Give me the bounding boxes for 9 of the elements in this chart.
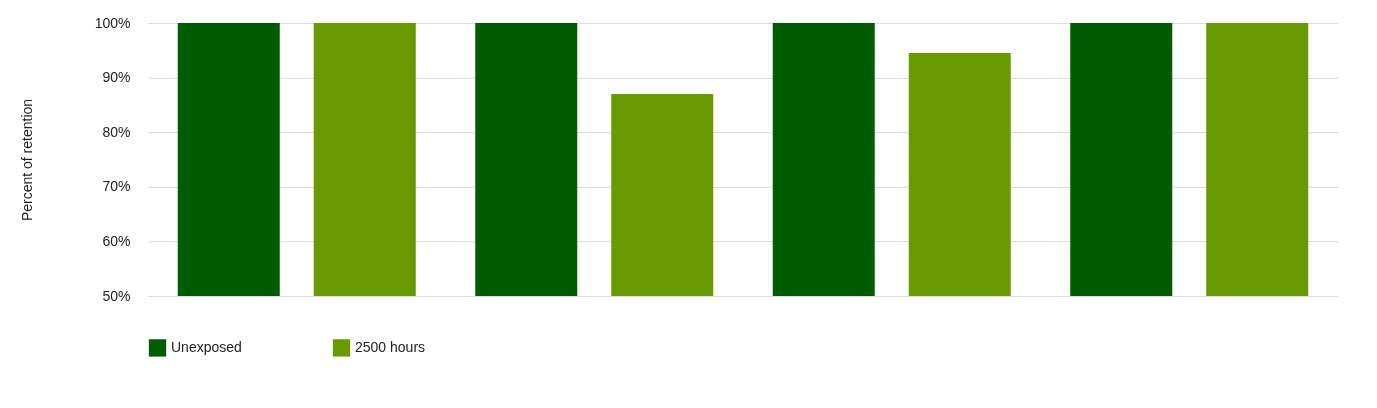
y-tick-label: 60% xyxy=(102,232,131,249)
y-tick-label: 50% xyxy=(102,287,131,304)
y-axis-title: Percent of retention xyxy=(18,98,35,222)
y-tick-label: 70% xyxy=(102,178,131,195)
y-tick-label: 80% xyxy=(102,123,131,140)
legend-label: Unexposed xyxy=(171,338,242,355)
y-tick-label: 100% xyxy=(94,14,131,31)
legend-label: 2500 hours xyxy=(355,338,426,355)
y-tick-label: 90% xyxy=(102,69,131,86)
